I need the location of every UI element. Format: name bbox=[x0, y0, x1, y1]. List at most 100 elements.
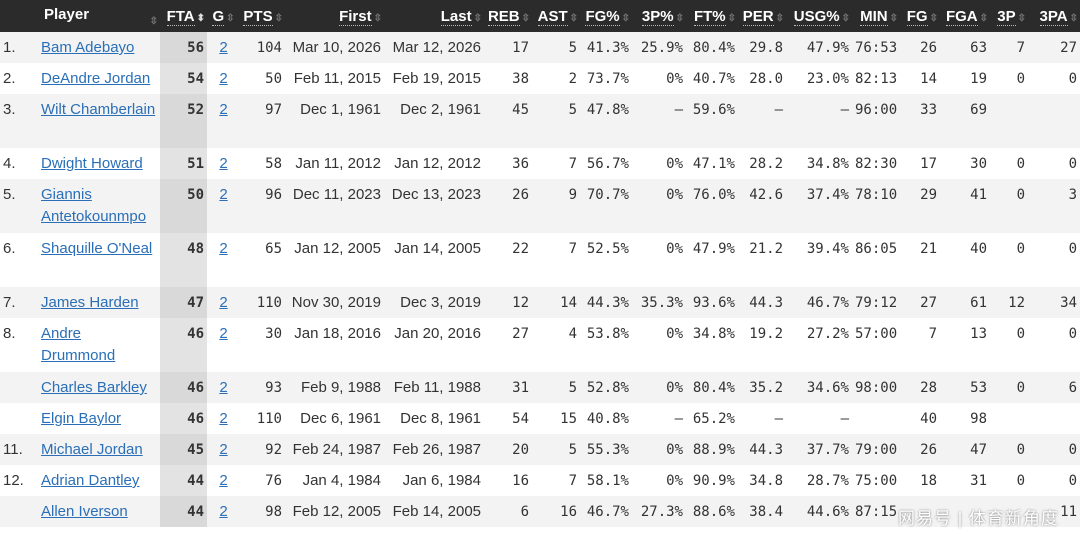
cell-pts: 97 bbox=[240, 94, 285, 148]
cell-per: 35.2 bbox=[738, 372, 786, 403]
sort-icon[interactable]: ⇳ bbox=[929, 12, 938, 24]
cell-first: Feb 24, 1987 bbox=[285, 434, 384, 465]
cell-fg: 21 bbox=[920, 241, 937, 257]
cell-fta: 44 bbox=[160, 465, 207, 496]
column-header-fgp[interactable]: FG% ⇳ bbox=[580, 0, 632, 32]
column-header-ftp[interactable]: FT% ⇳ bbox=[686, 0, 738, 32]
column-header-tpp[interactable]: 3P% ⇳ bbox=[632, 0, 686, 32]
column-header-g[interactable]: G ⇳ bbox=[207, 0, 240, 32]
sort-icon[interactable]: ⇳ bbox=[226, 12, 235, 24]
sort-icon[interactable]: ⇳ bbox=[775, 12, 784, 24]
games-link[interactable]: 2 bbox=[219, 39, 228, 56]
games-link[interactable]: 2 bbox=[219, 441, 228, 458]
sort-icon[interactable]: ⇳ bbox=[1017, 12, 1026, 24]
column-header-reb[interactable]: REB ⇳ bbox=[484, 0, 532, 32]
cell-ftp: 59.6% bbox=[686, 94, 738, 148]
games-link[interactable]: 2 bbox=[219, 410, 228, 427]
player-link[interactable]: Wilt Chamberlain bbox=[41, 101, 156, 118]
column-header-tpa[interactable]: 3PA ⇳ bbox=[1028, 0, 1080, 32]
cell-min: 82:30 bbox=[855, 156, 898, 172]
cell-ast: 5 bbox=[532, 32, 580, 63]
column-header-first[interactable]: First ⇳ bbox=[285, 0, 384, 32]
cell-fga: 19 bbox=[970, 71, 987, 87]
sort-icon[interactable]: ⇳ bbox=[373, 12, 382, 24]
cell-fgp: 41.3% bbox=[580, 32, 632, 63]
sort-icon[interactable]: ⇳ bbox=[274, 12, 283, 24]
cell-first: Jan 4, 1984 bbox=[302, 472, 381, 489]
cell-g: 2 bbox=[207, 496, 240, 527]
cell-fga: 47 bbox=[940, 434, 990, 465]
cell-first: Feb 12, 2005 bbox=[285, 496, 384, 527]
column-header-player[interactable]: Player ⇳ bbox=[38, 0, 160, 32]
games-link[interactable]: 2 bbox=[219, 379, 228, 396]
column-header-fta[interactable]: FTA ⬍ bbox=[160, 0, 207, 32]
sort-icon[interactable]: ⇳ bbox=[1069, 12, 1078, 24]
games-link[interactable]: 2 bbox=[219, 294, 228, 311]
column-header-per[interactable]: PER ⇳ bbox=[738, 0, 786, 32]
cell-tpa: 0 bbox=[1028, 434, 1080, 465]
sort-icon[interactable]: ⇳ bbox=[727, 12, 736, 24]
player-link[interactable]: Michael Jordan bbox=[41, 441, 143, 458]
column-header-tp[interactable]: 3P ⇳ bbox=[990, 0, 1028, 32]
sort-icon[interactable]: ⇳ bbox=[569, 12, 578, 24]
cell-ast: 15 bbox=[560, 411, 577, 427]
player-link[interactable]: Giannis Antetokounmpo bbox=[41, 186, 147, 225]
cell-fgp: 73.7% bbox=[586, 71, 629, 87]
column-header-usg[interactable]: USG% ⇳ bbox=[786, 0, 852, 32]
column-label: FG bbox=[906, 7, 928, 26]
cell-ftp: 65.2% bbox=[692, 411, 735, 427]
sort-icon[interactable]: ⇳ bbox=[521, 12, 530, 24]
cell-fg: 29 bbox=[900, 179, 940, 233]
column-header-pts[interactable]: PTS ⇳ bbox=[240, 0, 285, 32]
sort-icon[interactable]: ⇳ bbox=[473, 12, 482, 24]
sort-icon[interactable]: ⇳ bbox=[149, 15, 158, 27]
cell-fgp: 44.3% bbox=[580, 287, 632, 318]
cell-ftp: 47.1% bbox=[692, 156, 735, 172]
games-link[interactable]: 2 bbox=[219, 472, 228, 489]
cell-g: 2 bbox=[207, 287, 240, 318]
player-link[interactable]: Elgin Baylor bbox=[41, 410, 122, 427]
cell-fgp: 52.5% bbox=[586, 241, 629, 257]
cell-rank bbox=[0, 372, 38, 403]
player-link[interactable]: James Harden bbox=[41, 294, 139, 311]
sort-desc-icon[interactable]: ⬍ bbox=[196, 12, 205, 24]
cell-ftp: 76.0% bbox=[686, 179, 738, 233]
cell-usg: 37.4% bbox=[786, 179, 852, 233]
cell-min: 96:00 bbox=[852, 94, 900, 148]
player-link[interactable]: Charles Barkley bbox=[41, 379, 147, 396]
cell-pts: 58 bbox=[265, 156, 282, 172]
games-link[interactable]: 2 bbox=[219, 101, 228, 118]
cell-reb: 26 bbox=[484, 179, 532, 233]
sort-icon[interactable]: ⇳ bbox=[675, 12, 684, 24]
sort-icon[interactable]: ⇳ bbox=[889, 12, 898, 24]
cell-reb: 27 bbox=[512, 326, 529, 342]
column-header-fga[interactable]: FGA ⇳ bbox=[940, 0, 990, 32]
cell-tpa: 34 bbox=[1028, 287, 1080, 318]
games-link[interactable]: 2 bbox=[219, 155, 228, 172]
cell-ast: 5 bbox=[532, 372, 580, 403]
column-header-ast[interactable]: AST ⇳ bbox=[532, 0, 580, 32]
games-link[interactable]: 2 bbox=[219, 186, 228, 203]
player-link[interactable]: Shaquille O'Neal bbox=[41, 240, 153, 257]
cell-min: 86:05 bbox=[855, 241, 898, 257]
player-link[interactable]: Andre Drummond bbox=[41, 325, 116, 364]
games-link[interactable]: 2 bbox=[219, 70, 228, 87]
player-link[interactable]: Dwight Howard bbox=[41, 155, 143, 172]
cell-fta: 54 bbox=[160, 63, 207, 94]
player-link[interactable]: DeAndre Jordan bbox=[41, 70, 151, 87]
games-link[interactable]: 2 bbox=[219, 325, 228, 342]
games-link[interactable]: 2 bbox=[219, 503, 228, 520]
column-header-min[interactable]: MIN ⇳ bbox=[852, 0, 900, 32]
sort-icon[interactable]: ⇳ bbox=[979, 12, 988, 24]
column-header-last[interactable]: Last ⇳ bbox=[384, 0, 484, 32]
player-link[interactable]: Bam Adebayo bbox=[41, 39, 135, 56]
column-header-fg[interactable]: FG ⇳ bbox=[900, 0, 940, 32]
player-link[interactable]: Allen Iverson bbox=[41, 503, 128, 520]
cell-tp bbox=[990, 496, 1028, 527]
sort-icon[interactable]: ⇳ bbox=[621, 12, 630, 24]
player-link[interactable]: Adrian Dantley bbox=[41, 472, 140, 489]
games-link[interactable]: 2 bbox=[219, 240, 228, 257]
sort-icon[interactable]: ⇳ bbox=[841, 12, 850, 24]
cell-g: 2 bbox=[207, 94, 240, 148]
